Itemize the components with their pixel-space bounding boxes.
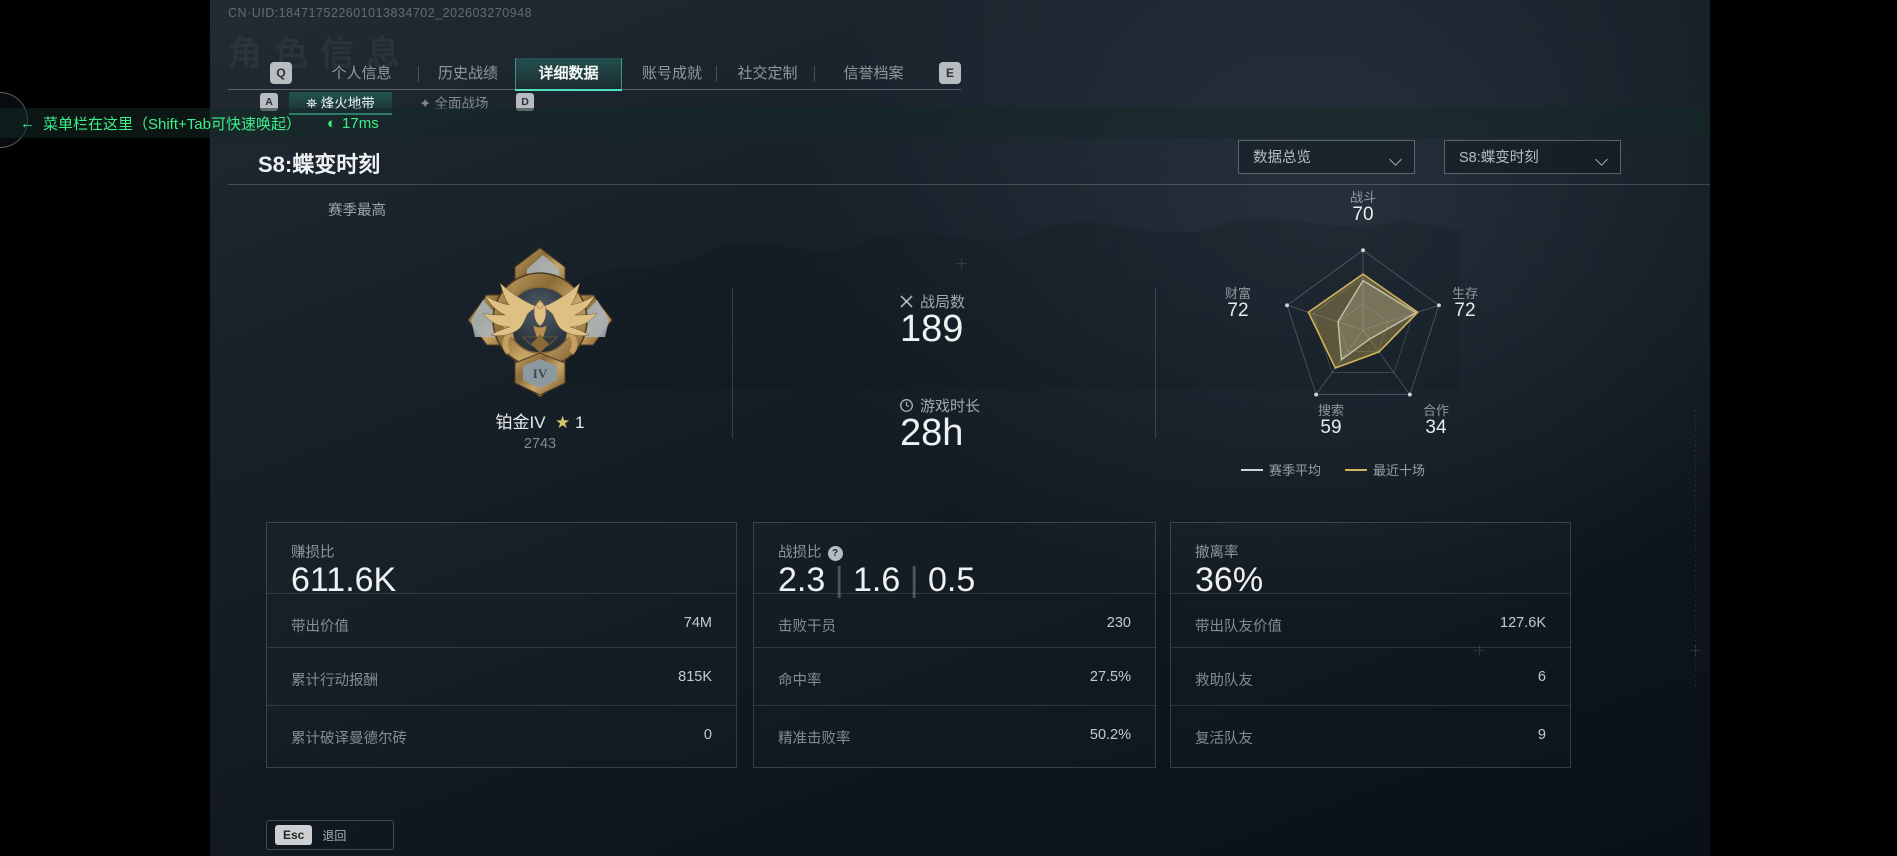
svg-text:IV: IV — [533, 366, 548, 381]
